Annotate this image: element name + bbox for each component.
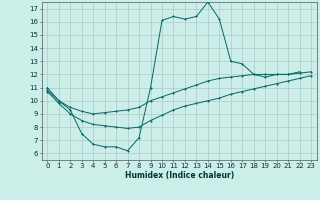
X-axis label: Humidex (Indice chaleur): Humidex (Indice chaleur) (124, 171, 234, 180)
